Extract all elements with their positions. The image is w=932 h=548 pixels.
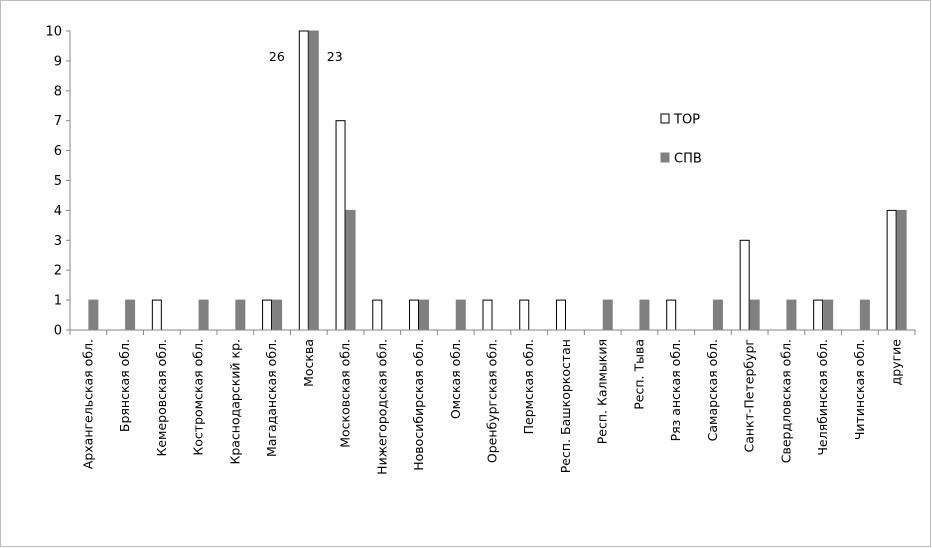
legend-label-top: ТОР [673, 113, 700, 128]
bar-top [482, 299, 493, 331]
bar-spv [345, 209, 356, 331]
data-label-top: 26 [269, 49, 285, 64]
bar-top [262, 299, 273, 331]
y-tick-label: 0 [54, 324, 62, 339]
x-category-label: Респ. Башкорк­остан [558, 339, 573, 473]
x-category-label: Магаданская обл. [264, 339, 279, 457]
y-tick-label: 8 [54, 84, 62, 99]
y-tick-label: 9 [54, 54, 62, 69]
x-category-label: Самарская обл. [705, 339, 720, 441]
x-category-label: Пермская обл. [521, 339, 536, 434]
x-category-label: Читинская обл. [852, 339, 867, 440]
y-tick-label: 1 [54, 294, 62, 309]
data-label-spv: 23 [327, 49, 343, 64]
x-category-label: Архангельская обл. [80, 339, 95, 469]
y-tick-label: 3 [54, 234, 62, 249]
bar-spv [602, 299, 613, 331]
bar-top [372, 299, 383, 331]
x-category-label: Оренбургская обл. [485, 339, 500, 463]
y-tick-label: 2 [54, 264, 62, 279]
y-tick-label: 7 [54, 114, 62, 129]
x-category-label: Краснодарский кр. [227, 339, 242, 465]
x-category-label: другие [889, 339, 904, 386]
bar-spv [198, 299, 209, 331]
legend-swatch-top [660, 113, 670, 124]
bar-spv [639, 299, 650, 331]
bar-top [813, 299, 824, 331]
bar-spv [896, 209, 907, 331]
bar-top [151, 299, 162, 331]
bar-spv [823, 299, 834, 331]
bar-top [886, 209, 897, 331]
x-category-label: Ряз анская обл. [668, 339, 683, 441]
bar-top [555, 299, 566, 331]
x-category-label: Московская обл. [338, 339, 353, 448]
x-category-label: Новосибирская обл. [411, 339, 426, 471]
y-tick-label: 4 [54, 204, 62, 219]
x-category-label: Респ. Тыва [631, 339, 646, 410]
y-tick-label: 6 [54, 144, 62, 159]
bar-spv [272, 299, 283, 331]
x-category-label: Свердловская обл. [778, 339, 793, 463]
bar-spv [88, 299, 99, 331]
bar-spv [235, 299, 246, 331]
x-category-label: Респ. Калмыкия [595, 339, 610, 444]
x-category-label: Костромская обл. [191, 339, 206, 456]
bar-top [666, 299, 677, 331]
y-tick-label: 5 [54, 174, 62, 189]
bar-top [409, 299, 420, 331]
x-category-label: Омская обл. [448, 339, 463, 419]
bar-spv [308, 30, 319, 331]
bar-top [335, 120, 346, 331]
bar-spv [749, 299, 760, 331]
bar-spv [712, 299, 723, 331]
bar-spv [455, 299, 466, 331]
bar-top [739, 239, 750, 331]
x-category-label: Кемеровская обл. [154, 339, 169, 457]
x-category-label: Москва [301, 339, 316, 387]
bar-top [519, 299, 530, 331]
x-category-label: Челябинская обл. [815, 339, 830, 456]
bar-top [298, 30, 309, 331]
bar-spv [125, 299, 136, 331]
x-category-label: Брянская обл. [117, 339, 132, 432]
x-category-label: Санкт-Петербург [742, 339, 757, 453]
x-category-label: Нижегородская обл. [374, 339, 389, 475]
bar-spv [859, 299, 870, 331]
legend-swatch-spv [660, 152, 670, 163]
y-tick-label: 10 [45, 25, 62, 40]
bar-spv [786, 299, 797, 331]
legend-label-spv: СПВ [674, 152, 702, 167]
bar-spv [419, 299, 430, 331]
